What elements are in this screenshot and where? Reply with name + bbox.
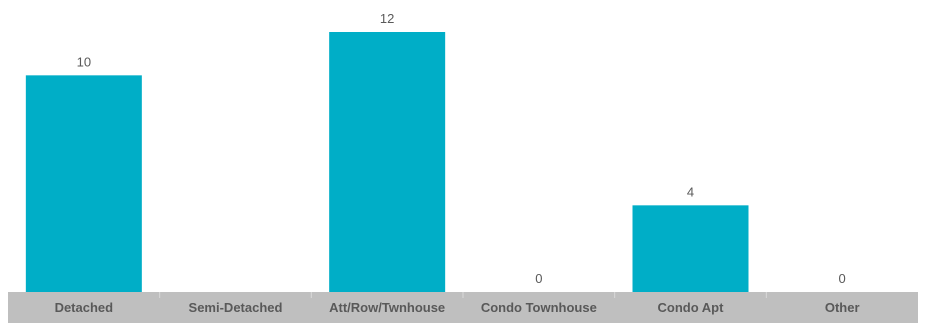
data-labels: 10 12 0 4 0 [77, 11, 846, 286]
bar-detached [25, 75, 142, 292]
category-label: Att/Row/Twnhouse [329, 300, 445, 315]
data-label: 10 [77, 54, 91, 69]
data-label: 4 [687, 184, 694, 199]
category-label: Condo Apt [658, 300, 725, 315]
data-label: 12 [380, 11, 394, 26]
category-label: Other [825, 300, 860, 315]
data-label: 0 [535, 271, 542, 286]
bar-condo-apt [632, 205, 749, 292]
bar-att-row-twnhouse [329, 32, 446, 292]
data-label: 0 [839, 271, 846, 286]
category-label: Detached [55, 300, 114, 315]
category-label: Semi-Detached [189, 300, 283, 315]
category-labels: Detached Semi-Detached Att/Row/Twnhouse Con… [55, 300, 860, 315]
category-label: Condo Townhouse [481, 300, 597, 315]
category-dividers [159, 292, 767, 298]
bars [25, 32, 749, 292]
